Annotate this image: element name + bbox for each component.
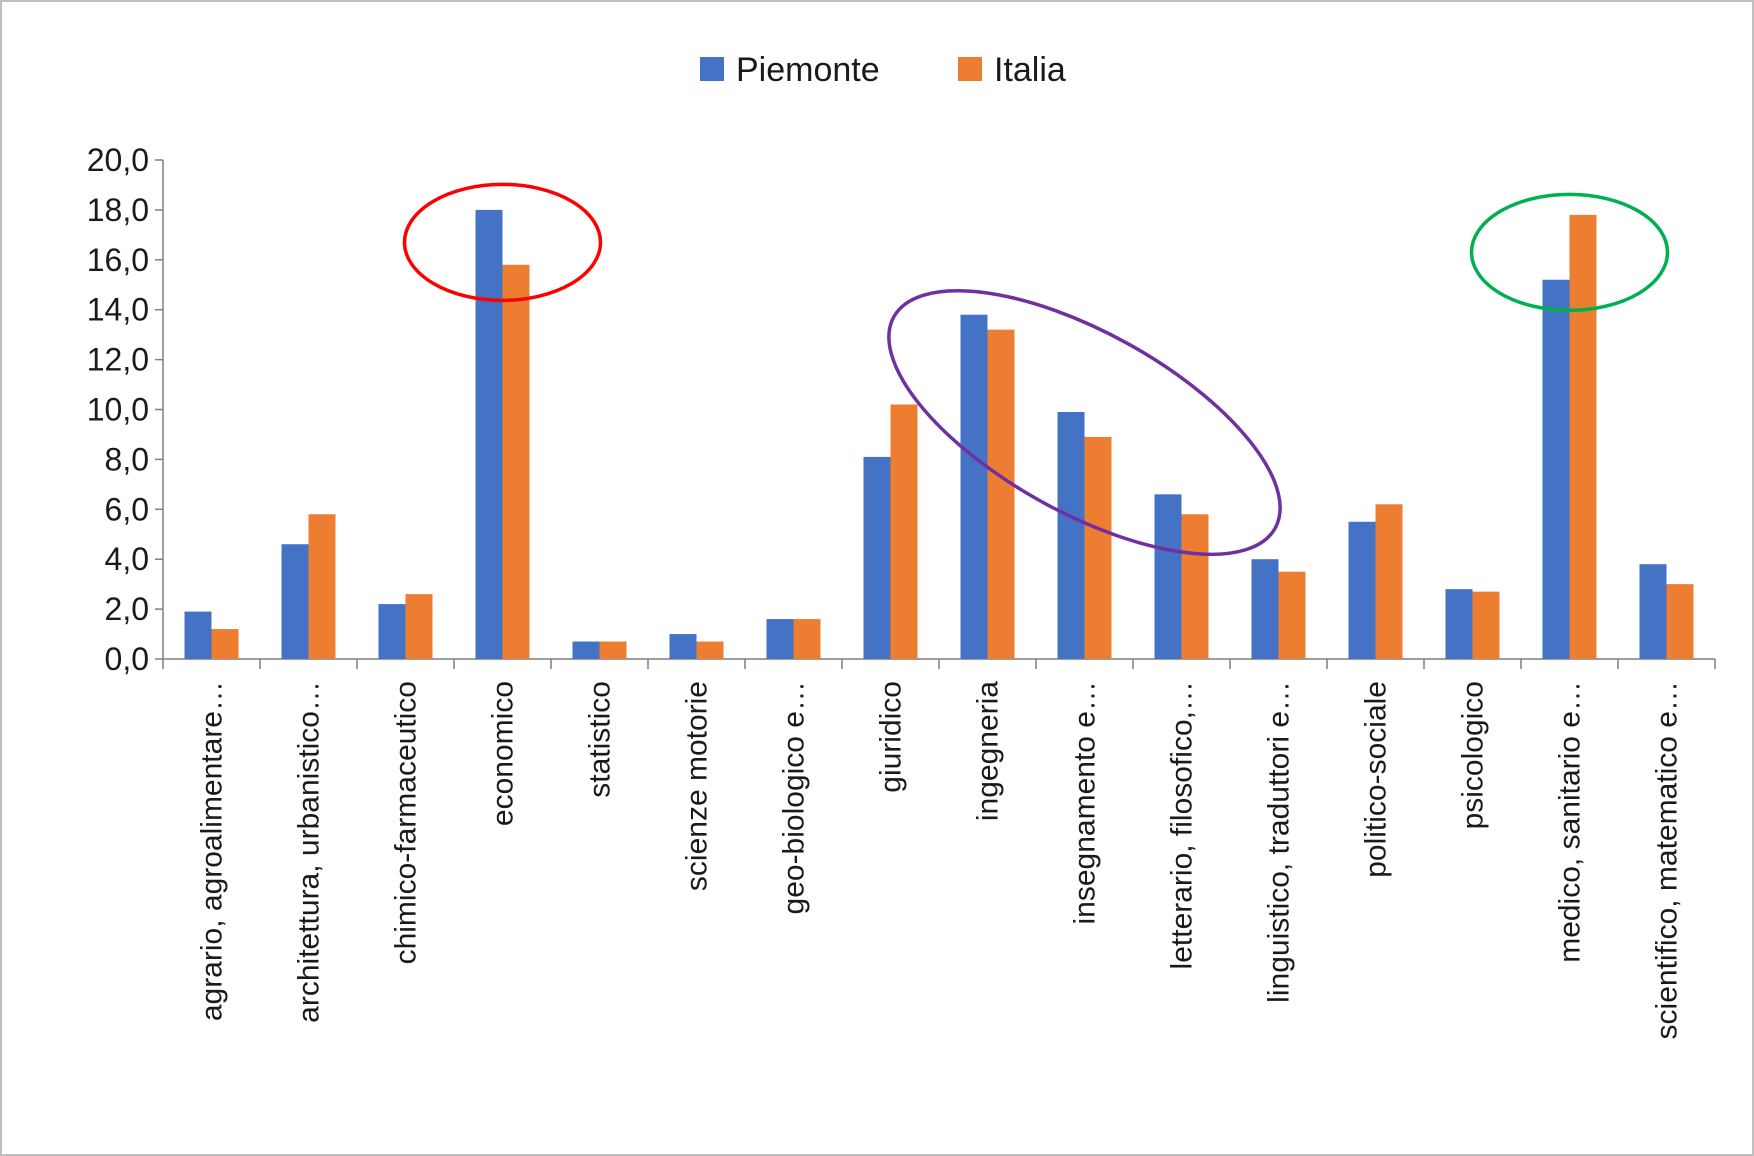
bar-italia-10 [1181, 514, 1209, 659]
y-tick-label: 8,0 [105, 441, 149, 477]
y-tick-label: 2,0 [105, 591, 149, 627]
bar-piemonte-2 [378, 604, 406, 659]
bar-piemonte-5 [669, 634, 697, 659]
bar-piemonte-1 [281, 544, 309, 659]
y-tick-label: 14,0 [87, 292, 149, 328]
bar-piemonte-14 [1542, 279, 1570, 659]
bar-italia-0 [211, 629, 239, 659]
y-tick-label: 0,0 [105, 641, 149, 677]
x-category-label: economico [487, 681, 520, 826]
bar-italia-8 [987, 329, 1015, 659]
x-category-label: scientifico, matematico e… [1651, 681, 1684, 1039]
x-category-label: insegnamento e… [1069, 681, 1102, 925]
x-category-label: giuridico [875, 681, 908, 793]
x-category-label: letterario, filosofico,… [1166, 681, 1199, 969]
bar-piemonte-15 [1639, 564, 1667, 659]
y-axis: 0,0 2,0 4,0 6,0 8,0 10,0 12,0 14,0 16,0 18,0 20,0 [87, 142, 164, 677]
x-category-label: linguistico, traduttori e… [1263, 681, 1296, 1003]
x-category-label: medico, sanitario e… [1554, 681, 1587, 963]
x-category-label: architettura, urbanistico… [293, 681, 326, 1023]
bar-italia-1 [308, 514, 336, 659]
bar-piemonte-10 [1154, 494, 1182, 659]
legend-swatch-italia [958, 57, 982, 81]
x-category-label: agrario, agroalimentare… [196, 681, 229, 1021]
bar-piemonte-6 [766, 619, 794, 659]
bar-italia-14 [1569, 214, 1597, 659]
x-category-label: statistico [584, 681, 617, 798]
annotation-ellipse-2 [1469, 192, 1670, 313]
bar-piemonte-12 [1348, 521, 1376, 659]
y-tick-label: 10,0 [87, 392, 149, 428]
bar-italia-12 [1375, 504, 1403, 659]
bar-piemonte-8 [960, 314, 988, 659]
y-tick-label: 18,0 [87, 192, 149, 228]
x-category-label: scienze motorie [681, 681, 714, 891]
bar-piemonte-0 [184, 611, 212, 659]
legend: Piemonte Italia [700, 51, 1066, 89]
bar-piemonte-9 [1057, 411, 1085, 659]
legend-swatch-piemonte [700, 57, 724, 81]
x-category-label: geo-biologico e… [778, 681, 811, 914]
y-tick-label: 12,0 [87, 342, 149, 378]
bars [184, 209, 1694, 659]
bar-italia-5 [696, 641, 724, 659]
bar-piemonte-4 [572, 641, 600, 659]
category-labels: agrario, agroalimentare… architettura, ur… [196, 681, 1684, 1040]
y-tick-label: 20,0 [87, 142, 149, 178]
bar-italia-2 [405, 594, 433, 659]
annotations [402, 182, 1670, 557]
x-category-label: ingegneria [972, 681, 1005, 821]
bar-piemonte-13 [1445, 589, 1473, 659]
bar-piemonte-7 [863, 456, 891, 659]
bar-italia-7 [890, 404, 918, 659]
annotation-ellipse-0 [402, 182, 603, 303]
legend-label-piemonte: Piemonte [736, 51, 880, 89]
y-tick-label: 6,0 [105, 491, 149, 527]
bar-italia-13 [1472, 591, 1500, 659]
y-tick-label: 16,0 [87, 242, 149, 278]
bar-piemonte-11 [1251, 559, 1279, 659]
legend-label-italia: Italia [994, 51, 1066, 89]
bar-italia-6 [793, 619, 821, 659]
bar-italia-9 [1084, 436, 1112, 659]
x-category-label: psicologico [1457, 681, 1490, 829]
bar-italia-15 [1666, 584, 1694, 659]
y-tick-label: 4,0 [105, 541, 149, 577]
bar-italia-11 [1278, 571, 1306, 659]
annotation-ellipse-1 [887, 288, 1282, 557]
x-category-label: politico-sociale [1360, 681, 1393, 878]
x-category-label: chimico-farmaceutico [390, 681, 423, 964]
bar-piemonte-3 [475, 209, 503, 659]
bar-italia-4 [599, 641, 627, 659]
bar-italia-3 [502, 264, 530, 659]
